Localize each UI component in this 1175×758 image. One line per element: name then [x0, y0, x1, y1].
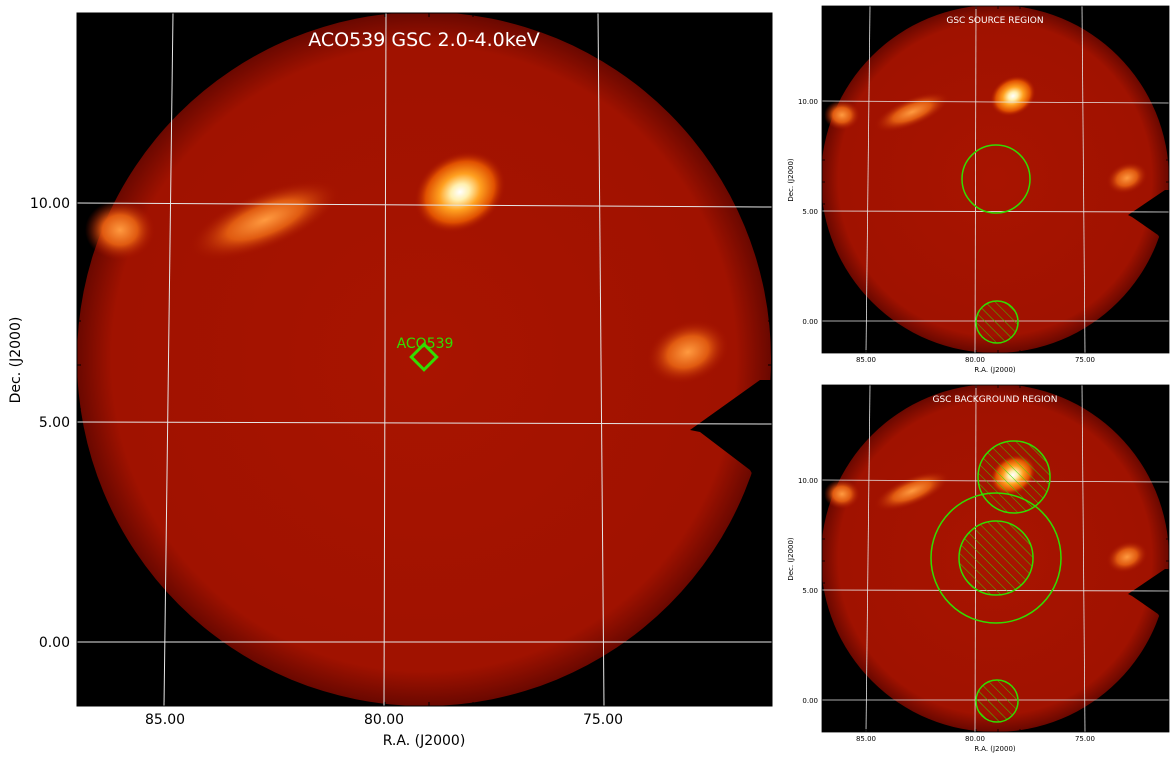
x-tick-label: 75.00: [583, 712, 623, 728]
x-tick-label: 85.00: [856, 356, 876, 364]
y-axis-label: Dec. (J2000): [787, 537, 795, 581]
bright-source: [990, 75, 1036, 117]
panel-frame: [821, 384, 1170, 733]
y-axis-label: Dec. (J2000): [8, 317, 24, 404]
bright-source: [85, 200, 155, 260]
y-tick-label: 0.00: [802, 318, 818, 326]
y-tick-label: 0.00: [802, 697, 818, 705]
y-axis-label: Dec. (J2000): [787, 158, 795, 202]
x-axis-label: R.A. (J2000): [383, 733, 466, 749]
x-tick-label: 80.00: [364, 712, 404, 728]
y-tick-label: 5.00: [802, 587, 818, 595]
bright-source: [874, 92, 950, 132]
y-tick-label: 10.00: [798, 477, 818, 485]
panel-title: GSC BACKGROUND REGION: [933, 395, 1058, 405]
source-region-panel: GSC SOURCE REGION 85.00 80.00 75.00 0.00…: [787, 5, 1170, 374]
x-tick-label: 75.00: [1075, 735, 1095, 743]
panel-title: GSC SOURCE REGION: [946, 16, 1043, 26]
x-tick-label: 75.00: [1075, 356, 1095, 364]
bright-source: [414, 151, 506, 233]
main-title: ACO539 GSC 2.0-4.0keV: [308, 29, 540, 51]
x-tick-label: 80.00: [965, 735, 985, 743]
main-frame: [76, 12, 773, 707]
target-marker: [409, 342, 439, 372]
y-tick-label: 10.00: [30, 196, 70, 212]
y-tick-label: 10.00: [798, 98, 818, 106]
bright-source: [824, 479, 860, 509]
panel-frame: [821, 5, 1170, 354]
main-map-panel: ACO539 GSC 2.0-4.0keV ACO539 85.00 80.00…: [8, 12, 773, 749]
source-region-circle: [961, 144, 1031, 214]
y-tick-label: 5.00: [39, 415, 70, 431]
excluded-region-circle: [977, 440, 1051, 514]
x-tick-label: 85.00: [145, 712, 185, 728]
bright-source: [1106, 541, 1148, 573]
detector-disk: [77, 13, 772, 706]
background-region-panel: GSC BACKGROUND REGION 85.00 80.00 75.00 …: [787, 384, 1170, 753]
detector-disk: [822, 6, 1169, 353]
x-axis-label: R.A. (J2000): [974, 366, 1016, 374]
bright-source: [190, 180, 340, 260]
bright-source: [647, 320, 729, 384]
y-tick-label: 0.00: [39, 635, 70, 651]
x-tick-label: 80.00: [965, 356, 985, 364]
excluded-region-circle: [975, 300, 1019, 344]
excluded-region-circle: [958, 520, 1034, 596]
bright-source: [824, 100, 860, 130]
coordinate-grid: [77, 13, 772, 706]
x-tick-label: 85.00: [856, 735, 876, 743]
bright-source: [1106, 162, 1148, 194]
y-tick-label: 5.00: [802, 208, 818, 216]
excluded-region-circle: [975, 679, 1019, 723]
target-label: ACO539: [397, 336, 454, 352]
bright-source: [874, 471, 950, 511]
x-axis-label: R.A. (J2000): [974, 745, 1016, 753]
